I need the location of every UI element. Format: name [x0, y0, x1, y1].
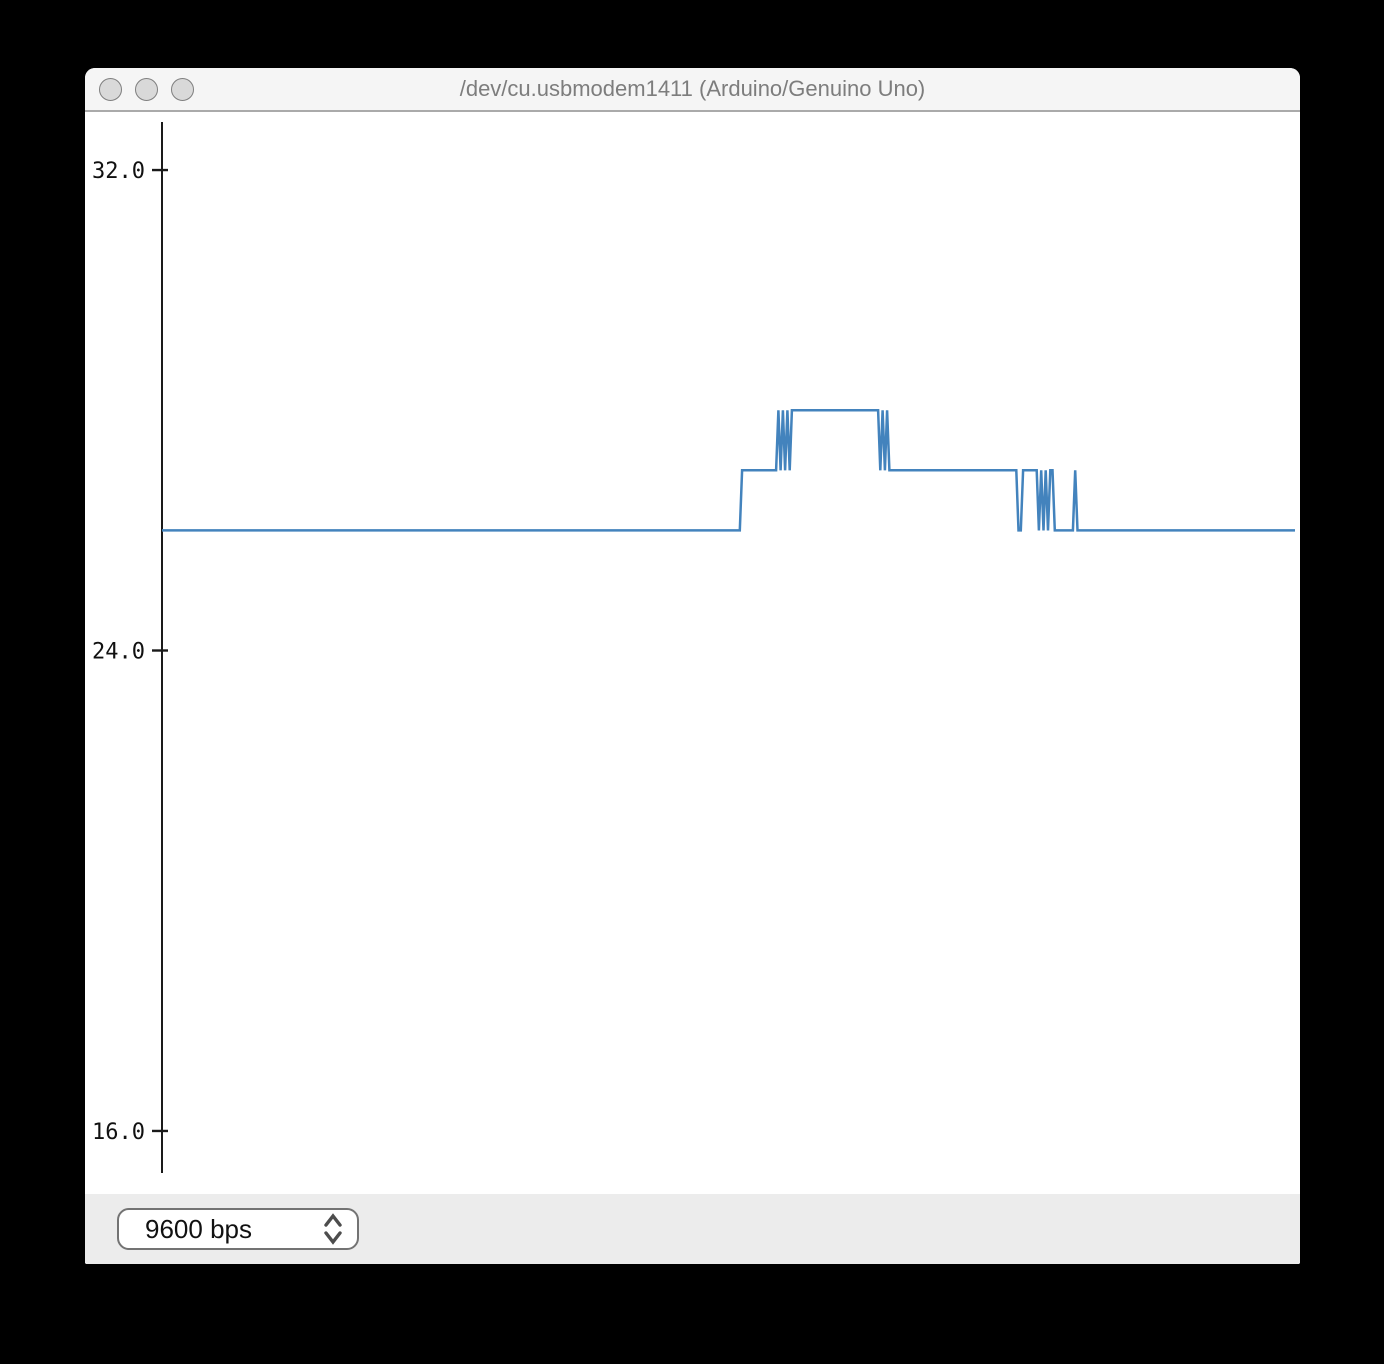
- plot-area: 32.0 24.0 16.0: [85, 112, 1300, 1194]
- baud-rate-select[interactable]: 9600 bps: [117, 1208, 359, 1250]
- stepper-chevrons-icon: [324, 1213, 342, 1245]
- chart-canvas: 32.0 24.0 16.0: [92, 122, 1295, 1173]
- window-titlebar[interactable]: /dev/cu.usbmodem1411 (Arduino/Genuino Un…: [85, 68, 1300, 112]
- series-line-serial-value: [162, 409, 1295, 532]
- minimize-button[interactable]: [135, 77, 158, 101]
- y-tick-label: 32.0: [92, 159, 145, 184]
- y-tick-label: 16.0: [92, 1120, 145, 1145]
- y-tick-label: 24.0: [92, 640, 145, 665]
- baud-rate-value: 9600 bps: [145, 1213, 252, 1244]
- close-button[interactable]: [99, 77, 122, 101]
- statusbar: 9600 bps: [85, 1194, 1300, 1264]
- serial-plotter-window: /dev/cu.usbmodem1411 (Arduino/Genuino Un…: [85, 68, 1300, 1264]
- window-title: /dev/cu.usbmodem1411 (Arduino/Genuino Un…: [459, 76, 926, 101]
- zoom-button[interactable]: [171, 77, 194, 101]
- window-controls: [99, 68, 194, 110]
